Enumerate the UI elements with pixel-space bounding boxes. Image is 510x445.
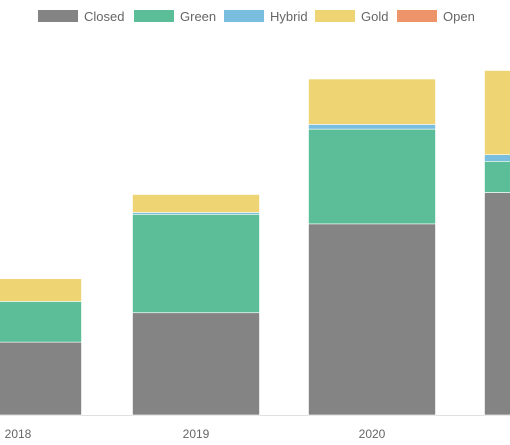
bar-2018-green[interactable] <box>0 301 82 343</box>
bar-2018-gold[interactable] <box>0 278 82 302</box>
bar-2021-closed[interactable] <box>484 192 510 416</box>
bar-2020-green[interactable] <box>308 128 436 225</box>
bars-group <box>0 70 510 416</box>
bar-2021-green[interactable] <box>484 161 510 193</box>
bar-2021-gold[interactable] <box>484 70 510 155</box>
bar-2020-closed[interactable] <box>308 223 436 416</box>
legend-label-open: Open <box>443 8 475 24</box>
legend-item-green[interactable]: Green <box>134 6 216 26</box>
legend-swatch-open <box>397 10 437 22</box>
legend-item-gold[interactable]: Gold <box>315 6 388 26</box>
bar-2019-gold[interactable] <box>132 194 260 213</box>
legend-label-green: Green <box>180 8 217 24</box>
legend-swatch-hybrid <box>224 10 264 22</box>
bar-2021-hybrid[interactable] <box>484 154 510 162</box>
bar-2019-closed[interactable] <box>132 312 260 416</box>
legend-label-hybrid: Hybrid <box>270 8 308 24</box>
legend: Closed Green Hybrid Gold Open <box>0 6 510 26</box>
bar-2020-hybrid[interactable] <box>308 124 436 130</box>
legend-label-closed: Closed <box>84 8 125 24</box>
legend-swatch-closed <box>38 10 78 22</box>
bar-2020-gold[interactable] <box>308 78 436 125</box>
x-tick-label-2020: 2020 <box>359 427 386 441</box>
legend-item-closed[interactable]: Closed <box>38 6 124 26</box>
legend-swatch-gold <box>315 10 355 22</box>
x-axis-tick-labels: 2018 2019 2020 <box>5 427 386 441</box>
bar-2018-closed[interactable] <box>0 341 82 416</box>
x-tick-label-2018: 2018 <box>5 427 32 441</box>
legend-item-open[interactable]: Open <box>397 6 475 26</box>
bar-2019-green[interactable] <box>132 214 260 314</box>
legend-label-gold: Gold <box>361 8 389 24</box>
x-tick-label-2019: 2019 <box>183 427 210 441</box>
legend-swatch-green <box>134 10 174 22</box>
legend-item-hybrid[interactable]: Hybrid <box>224 6 308 26</box>
